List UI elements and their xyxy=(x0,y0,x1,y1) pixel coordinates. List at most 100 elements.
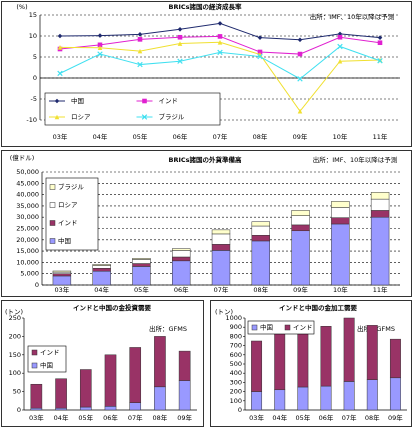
y-tick-label: 20,000 xyxy=(16,236,39,244)
legend-box xyxy=(44,92,221,126)
legend-label: インド xyxy=(40,349,60,357)
y-unit: (%) xyxy=(16,3,27,11)
marker xyxy=(97,45,103,51)
marker xyxy=(142,98,147,104)
bar-segment xyxy=(251,225,270,236)
y-tick-label: 700 xyxy=(230,342,242,350)
bar-segment xyxy=(52,270,72,273)
y-tick-label: -5 xyxy=(31,95,37,103)
chart-frame xyxy=(1,1,412,147)
legend-swatch xyxy=(31,362,38,369)
x-tick-label: 05年 xyxy=(133,132,148,141)
legend-box xyxy=(45,177,99,251)
y-tick-label: 300 xyxy=(230,378,242,386)
y-tick-label: 25,000 xyxy=(16,225,39,233)
marker xyxy=(54,114,60,120)
source-note: 出所：IMF、10年以降は予測 xyxy=(310,12,395,21)
chart-frame xyxy=(1,150,412,297)
x-tick-label: 03年 xyxy=(249,413,264,422)
bar-segment xyxy=(251,235,270,242)
marker xyxy=(377,35,383,40)
marker xyxy=(257,53,263,60)
x-tick-label: 07年 xyxy=(128,413,143,422)
x-tick-label: 09年 xyxy=(388,413,403,422)
x-tick-label: 04年 xyxy=(272,413,287,422)
x-tick-label: 10年 xyxy=(333,132,348,141)
bar-segment xyxy=(331,201,350,208)
legend-label: インド xyxy=(293,324,313,332)
marker xyxy=(177,26,183,32)
marker xyxy=(217,21,223,26)
legend-label: 中国 xyxy=(58,236,71,245)
x-tick-label: 10年 xyxy=(333,285,348,294)
marker xyxy=(377,40,383,46)
marker xyxy=(217,49,223,56)
x-tick-label: 07年 xyxy=(213,132,228,141)
bar-segment xyxy=(79,406,92,411)
y-tick-label: 0 xyxy=(35,281,39,289)
chart-title: BRICs諸国の外貨準備高 xyxy=(168,155,242,164)
bar-segment xyxy=(274,389,286,411)
x-tick-label: 06年 xyxy=(173,132,188,141)
marker xyxy=(297,108,303,114)
bar-segment xyxy=(251,221,270,227)
y-tick-label: 0 xyxy=(17,406,21,414)
y-tick-label: 200 xyxy=(230,388,242,396)
bar-segment xyxy=(92,268,111,272)
chart-title: インドと中国の金加工需要 xyxy=(279,303,358,312)
source-note: 出所：IMF、10年以降は予測 xyxy=(313,155,398,164)
bar-segment xyxy=(55,378,67,409)
bar-segment xyxy=(343,317,355,382)
marker xyxy=(177,34,183,40)
y-tick-label: 5,000 xyxy=(20,270,39,278)
bar-segment xyxy=(172,256,191,262)
y-tick-label: 50,000 xyxy=(16,168,39,176)
y-tick-label: 0 xyxy=(33,74,37,82)
x-tick-label: 05年 xyxy=(295,413,310,422)
y-tick-label: 35,000 xyxy=(16,202,39,210)
bar-segment xyxy=(370,198,390,211)
legend-swatch xyxy=(49,202,56,208)
bar-segment xyxy=(291,224,310,232)
bar-segment xyxy=(291,230,310,286)
x-tick-label: 08年 xyxy=(253,132,268,141)
source-note: 出所：GFMS xyxy=(149,324,187,333)
bar-segment xyxy=(129,402,142,411)
y-tick-label: 45,000 xyxy=(16,179,39,187)
series-line xyxy=(59,35,381,55)
x-tick-label: 09年 xyxy=(293,285,308,294)
x-tick-label: 11年 xyxy=(373,132,388,141)
marker xyxy=(97,42,103,48)
bar-segment xyxy=(129,347,142,403)
legend-swatch xyxy=(284,324,291,331)
y-tick-label: 100 xyxy=(230,397,242,405)
marker xyxy=(141,114,148,120)
bar-segment xyxy=(211,233,231,245)
chart-title: BRICs諸国の経済成長率 xyxy=(168,2,242,11)
x-tick-label: 06年 xyxy=(174,285,189,294)
bar-segment xyxy=(274,330,286,391)
marker xyxy=(137,32,143,37)
bar-segment xyxy=(92,270,111,286)
legend-label: インド xyxy=(159,97,179,105)
marker xyxy=(54,98,60,104)
legend-label: 中国 xyxy=(40,361,53,370)
x-tick-label: 06年 xyxy=(319,413,334,422)
legend-label: 中国 xyxy=(260,323,273,332)
y-unit: (トン) xyxy=(215,308,233,316)
x-tick-label: 04年 xyxy=(93,132,108,141)
x-tick-label: 07年 xyxy=(214,285,229,294)
y-tick-label: 100 xyxy=(9,369,21,377)
marker xyxy=(297,37,303,43)
y-unit: (トン) xyxy=(5,308,23,316)
bar-segment xyxy=(320,385,332,411)
bar-segment xyxy=(172,250,191,258)
y-tick-label: 15,000 xyxy=(16,247,39,255)
marker xyxy=(297,76,303,82)
marker xyxy=(337,58,343,64)
y-tick-label: 1000 xyxy=(225,314,242,322)
y-tick-label: 150 xyxy=(9,351,21,359)
bar-segment xyxy=(251,391,263,411)
bar-segment xyxy=(132,263,151,267)
